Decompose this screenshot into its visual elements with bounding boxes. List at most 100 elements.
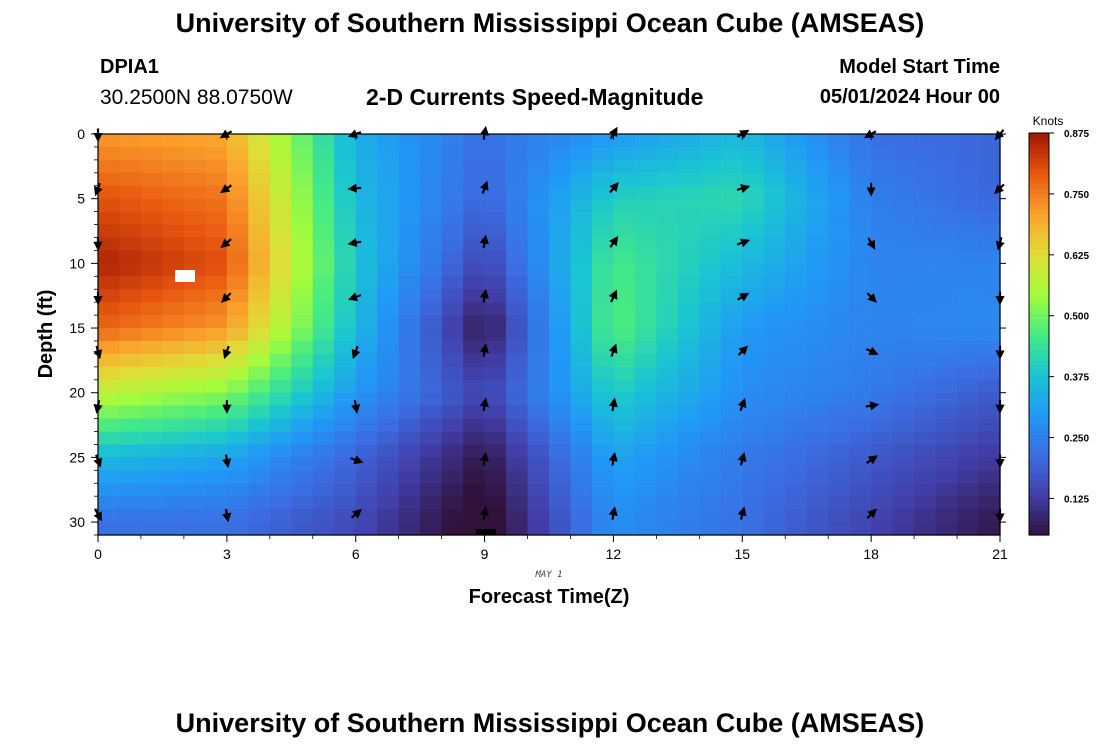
heatmap-cell <box>162 315 185 329</box>
heatmap-cell <box>935 159 958 174</box>
heatmap-cell <box>98 353 121 368</box>
heatmap-cell <box>162 302 185 316</box>
heatmap-cell <box>119 146 142 161</box>
heatmap-cell <box>806 483 829 497</box>
heatmap-cell <box>720 431 743 446</box>
heatmap-cell <box>935 340 958 355</box>
heatmap-cell <box>140 315 164 329</box>
heatmap-cell <box>935 250 958 264</box>
heatmap-cell <box>549 276 572 290</box>
heatmap-cell <box>377 134 400 148</box>
heatmap-cell <box>291 224 314 239</box>
heatmap-cell <box>634 353 657 368</box>
heatmap-cell <box>828 276 851 290</box>
heatmap-cell <box>634 302 657 316</box>
heatmap-cell <box>699 172 722 187</box>
heatmap-cell <box>957 509 980 523</box>
heatmap-cell <box>828 211 851 226</box>
heatmap-cell <box>634 159 657 174</box>
heatmap-cell <box>226 159 249 174</box>
heatmap-cell <box>291 302 314 316</box>
heatmap-cell <box>98 328 121 342</box>
heatmap-cell <box>656 340 679 355</box>
heatmap-cell <box>785 276 808 290</box>
heatmap-cell <box>248 470 271 484</box>
heatmap-cell <box>570 263 593 277</box>
heatmap-cell <box>506 366 529 381</box>
colorbar-segment <box>1029 469 1049 476</box>
current-vector-arrow <box>866 292 877 303</box>
heatmap-cell <box>248 379 271 394</box>
heatmap-cell <box>398 172 421 187</box>
heatmap-cell <box>398 522 421 536</box>
heatmap-cell <box>570 276 593 290</box>
heatmap-cell <box>205 418 228 433</box>
heatmap-cell <box>248 237 271 252</box>
heatmap-cell <box>957 250 980 264</box>
heatmap-cell <box>591 366 615 381</box>
heatmap-cell <box>570 237 593 252</box>
heatmap-cell <box>699 224 722 239</box>
heatmap-cell <box>720 444 743 458</box>
heatmap-cell <box>463 172 486 187</box>
heatmap-cell <box>98 392 121 407</box>
heatmap-cell <box>463 470 486 484</box>
heatmap-cell <box>377 483 400 497</box>
heatmap-cell <box>677 444 700 458</box>
heatmap-cell <box>806 457 829 471</box>
heatmap-cell <box>742 353 765 368</box>
heatmap-cell <box>398 509 421 523</box>
heatmap-cell <box>527 405 550 420</box>
heatmap-cell <box>957 496 980 510</box>
heatmap-cell <box>828 444 851 458</box>
heatmap-cell <box>892 315 915 329</box>
heatmap-cell <box>699 379 722 394</box>
colorbar-segment <box>1029 208 1049 214</box>
heatmap-cell <box>699 392 722 407</box>
heatmap-cell <box>806 302 829 316</box>
heatmap-cell <box>420 405 443 420</box>
heatmap-cell <box>269 457 292 471</box>
heatmap-cell <box>226 444 249 458</box>
heatmap-cell <box>98 444 121 458</box>
heatmap-cell <box>806 211 829 226</box>
heatmap-cell <box>334 379 357 394</box>
heatmap-cell <box>398 340 421 355</box>
current-vector-arrow <box>479 288 489 303</box>
heatmap-cell <box>892 134 915 148</box>
heatmap-cell <box>527 340 550 355</box>
heatmap-cell <box>269 328 292 342</box>
heatmap-cell <box>914 483 937 497</box>
heatmap-cell <box>312 211 335 226</box>
heatmap-cell <box>806 366 829 381</box>
heatmap-cell <box>935 302 958 316</box>
current-vector-arrow <box>737 397 747 412</box>
heatmap-cell <box>140 418 164 433</box>
heatmap-cell <box>828 483 851 497</box>
heatmap-cell <box>634 509 657 523</box>
heatmap-cell <box>591 353 615 368</box>
heatmap-cell <box>978 366 1001 381</box>
colorbar-segment <box>1029 158 1049 164</box>
heatmap-cell <box>785 289 808 303</box>
heatmap-cell <box>162 198 185 213</box>
heatmap-cell <box>506 405 529 420</box>
station-id: DPIA1 <box>100 56 159 78</box>
heatmap-cell <box>613 289 636 303</box>
heatmap-cell <box>312 418 335 433</box>
x-tick-label: 9 <box>481 546 489 562</box>
heatmap-cell <box>420 146 443 161</box>
heatmap-cell <box>226 509 249 523</box>
heatmap-cell <box>957 289 980 303</box>
heatmap-cell <box>849 470 872 484</box>
heatmap-cell <box>441 405 464 420</box>
heatmap-cell <box>334 328 357 342</box>
heatmap-cell <box>591 457 615 471</box>
heatmap-cell <box>849 392 872 407</box>
heatmap-cell <box>828 522 851 536</box>
heatmap-cell <box>634 496 657 510</box>
colorbar-segment <box>1029 484 1049 491</box>
heatmap-cell <box>312 302 335 316</box>
heatmap-cell <box>484 146 507 161</box>
heatmap-cell <box>957 237 980 252</box>
